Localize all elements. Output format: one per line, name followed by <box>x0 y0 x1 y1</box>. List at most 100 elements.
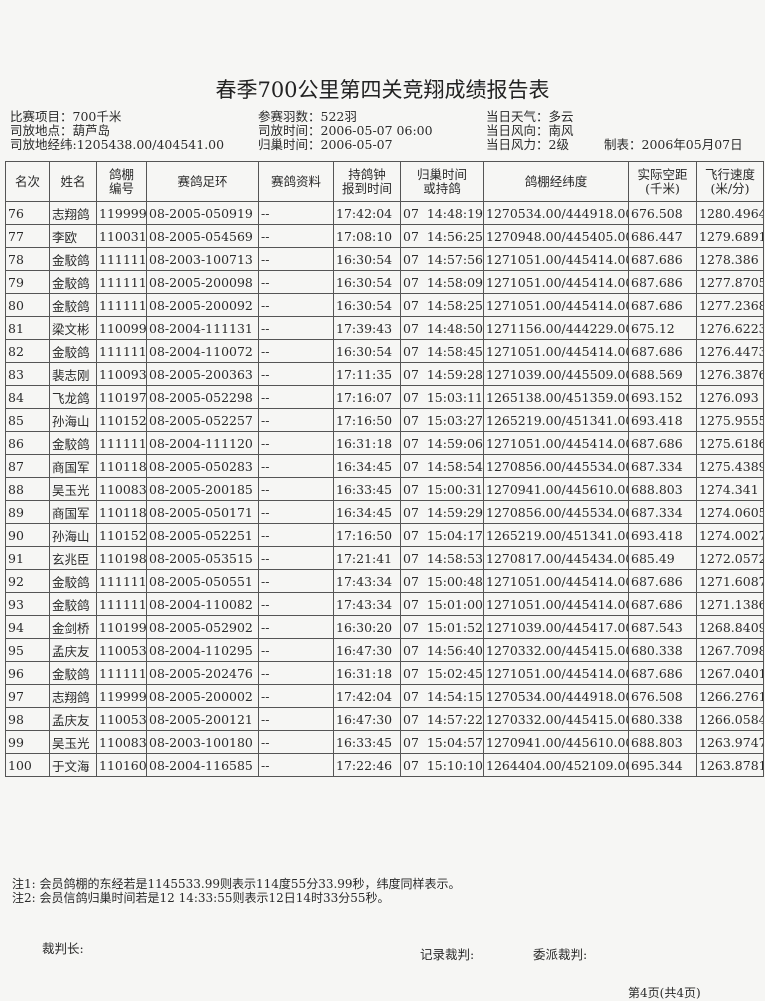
cell-pigeon-info: -- <box>258 615 334 639</box>
cell-distance: 693.418 <box>628 408 697 432</box>
cell-loft-coordinates: 1271039.00/445509.00 <box>483 362 629 386</box>
cell-pigeon-info: -- <box>258 431 334 455</box>
cell-name: 吴玉光 <box>49 477 97 501</box>
cell-distance: 687.334 <box>628 454 697 478</box>
cell-rank: 94 <box>5 615 50 639</box>
cell-arrival-time: 07 15:00:48 <box>400 569 484 593</box>
cell-speed: 1280.4964 <box>696 201 764 225</box>
cell-clock-time: 17:16:50 <box>333 408 401 432</box>
cell-loft-coordinates: 1270856.00/445534.00 <box>483 500 629 524</box>
cell-speed: 1274.341 <box>696 477 764 501</box>
cell-arrival-time: 07 14:58:25 <box>400 293 484 317</box>
cell-clock-time: 16:33:45 <box>333 730 401 754</box>
cell-pigeon-info: -- <box>258 523 334 547</box>
cell-speed: 1268.8409 <box>696 615 764 639</box>
cell-arrival-time: 07 15:00:31 <box>400 477 484 501</box>
cell-arrival-time: 07 14:58:53 <box>400 546 484 570</box>
cell-arrival-time: 07 15:01:00 <box>400 592 484 616</box>
cell-rank: 95 <box>5 638 50 662</box>
cell-speed: 1277.2368 <box>696 293 764 317</box>
cell-name: 飞龙鸽 <box>49 385 97 409</box>
cell-name: 金駮鸽 <box>49 293 97 317</box>
table-row: 88 吴玉光 110083 08-2005-200185 -- 16:33:45 07 15… <box>5 477 764 501</box>
cell-rank: 76 <box>5 201 50 225</box>
cell-loft-coordinates: 1270534.00/444918.00 <box>483 684 629 708</box>
header-distance: 实际空距 (千米) <box>628 161 697 202</box>
cell-distance: 687.686 <box>628 247 697 271</box>
cell-loft-id: 111111 <box>96 247 147 271</box>
cell-loft-coordinates: 1271051.00/445414.00 <box>483 592 629 616</box>
cell-name: 孙海山 <box>49 523 97 547</box>
cell-ring-number: 08-2005-050551 <box>146 569 259 593</box>
table-row: 94 金剑桥 110199 08-2005-052902 -- 16:30:20 07 15… <box>5 615 764 639</box>
header-clock-time: 持鸽钟 报到时间 <box>333 161 401 202</box>
cell-name: 孟庆友 <box>49 707 97 731</box>
table-row: 89 商国军 110118 08-2005-050171 -- 16:34:45 07 14… <box>5 500 764 524</box>
page-number: 第4页(共4页) <box>628 986 701 1000</box>
cell-loft-id: 110053 <box>96 638 147 662</box>
cell-pigeon-info: -- <box>258 385 334 409</box>
cell-name: 玄兆臣 <box>49 546 97 570</box>
cell-rank: 97 <box>5 684 50 708</box>
cell-pigeon-info: -- <box>258 201 334 225</box>
release-time: 司放时间：2006-05-07 06:00 <box>258 123 433 138</box>
cell-name: 商国军 <box>49 500 97 524</box>
cell-clock-time: 16:31:18 <box>333 661 401 685</box>
cell-speed: 1272.0572 <box>696 546 764 570</box>
table-row: 78 金駮鸽 111111 08-2003-100713 -- 16:30:54 07 14… <box>5 247 764 271</box>
cell-pigeon-info: -- <box>258 293 334 317</box>
cell-name: 梁文彬 <box>49 316 97 340</box>
cell-distance: 676.508 <box>628 684 697 708</box>
cell-distance: 687.686 <box>628 431 697 455</box>
cell-ring-number: 08-2004-116585 <box>146 753 259 777</box>
cell-speed: 1266.2761 <box>696 684 764 708</box>
cell-name: 金剑桥 <box>49 615 97 639</box>
cell-loft-id: 119999 <box>96 684 147 708</box>
cell-loft-coordinates: 1271156.00/444229.00 <box>483 316 629 340</box>
cell-loft-id: 111111 <box>96 339 147 363</box>
cell-arrival-time: 07 14:59:06 <box>400 431 484 455</box>
cell-clock-time: 16:47:30 <box>333 707 401 731</box>
cell-clock-time: 17:08:10 <box>333 224 401 248</box>
cell-ring-number: 08-2005-050283 <box>146 454 259 478</box>
cell-ring-number: 08-2005-200121 <box>146 707 259 731</box>
cell-name: 金駮鸽 <box>49 592 97 616</box>
cell-name: 金駮鸽 <box>49 270 97 294</box>
cell-name: 商国军 <box>49 454 97 478</box>
table-row: 99 吴玉光 110083 08-2003-100180 -- 16:33:45 07 15… <box>5 730 764 754</box>
cell-distance: 687.686 <box>628 270 697 294</box>
cell-speed: 1267.0401 <box>696 661 764 685</box>
cell-ring-number: 08-2004-111120 <box>146 431 259 455</box>
cell-loft-id: 110152 <box>96 408 147 432</box>
weather: 当日天气：多云 <box>486 109 574 124</box>
cell-pigeon-info: -- <box>258 408 334 432</box>
cell-arrival-time: 07 14:59:29 <box>400 500 484 524</box>
cell-speed: 1279.6891 <box>696 224 764 248</box>
made-date: 制表：2006年05月07日 <box>604 137 743 152</box>
cell-rank: 96 <box>5 661 50 685</box>
cell-arrival-time: 07 14:56:25 <box>400 224 484 248</box>
cell-rank: 88 <box>5 477 50 501</box>
cell-ring-number: 08-2005-052902 <box>146 615 259 639</box>
cell-pigeon-info: -- <box>258 247 334 271</box>
table-row: 80 金駮鸽 111111 08-2005-200092 -- 16:30:54 07 14… <box>5 293 764 317</box>
cell-pigeon-info: -- <box>258 362 334 386</box>
table-row: 76 志翔鸽 119999 08-2005-050919 -- 17:42:04 07 14… <box>5 201 764 225</box>
cell-loft-coordinates: 1271051.00/445414.00 <box>483 569 629 593</box>
cell-loft-coordinates: 1271039.00/445417.00 <box>483 615 629 639</box>
cell-distance: 693.152 <box>628 385 697 409</box>
cell-arrival-time: 07 15:04:57 <box>400 730 484 754</box>
cell-loft-coordinates: 1270534.00/444918.00 <box>483 201 629 225</box>
cell-loft-id: 110083 <box>96 477 147 501</box>
cell-ring-number: 08-2005-054569 <box>146 224 259 248</box>
cell-pigeon-info: -- <box>258 270 334 294</box>
cell-name: 孟庆友 <box>49 638 97 662</box>
cell-speed: 1263.8781 <box>696 753 764 777</box>
table-row: 92 金駮鸽 111111 08-2005-050551 -- 17:43:34 07 15… <box>5 569 764 593</box>
header-name: 姓名 <box>49 161 97 202</box>
cell-arrival-time: 07 14:57:22 <box>400 707 484 731</box>
cell-clock-time: 17:43:34 <box>333 592 401 616</box>
cell-clock-time: 17:39:43 <box>333 316 401 340</box>
cell-distance: 687.686 <box>628 569 697 593</box>
delegate-judge-label: 委派裁判: <box>533 947 588 962</box>
